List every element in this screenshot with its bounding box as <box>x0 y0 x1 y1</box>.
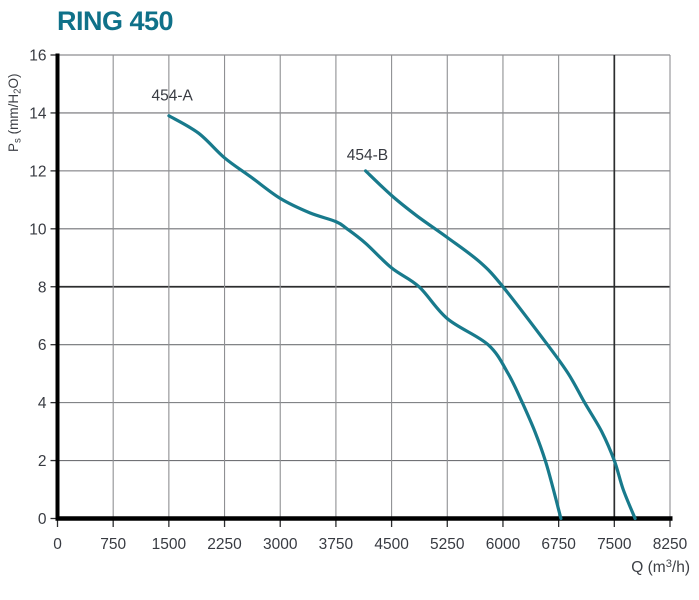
axis-label-part: /h) <box>671 559 690 577</box>
x-tick-label: 0 <box>53 536 62 553</box>
x-tick-label: 6750 <box>541 536 576 553</box>
x-axis-label: Q (m3/h) <box>0 558 690 577</box>
curve-label-454-B: 454-B <box>347 147 388 164</box>
x-tick-label: 1500 <box>152 536 187 553</box>
y-tick-label: 2 <box>38 453 47 470</box>
axis-label-part: P <box>6 142 21 152</box>
y-axis-label: Ps (mm/H2O) <box>6 73 23 152</box>
y-tick-label: 10 <box>29 221 47 238</box>
x-tick-label: 6000 <box>486 536 521 553</box>
axis-label-part: 2 <box>12 88 24 94</box>
curve-454-A <box>167 114 563 521</box>
axis-label-part: O) <box>6 73 21 89</box>
axis-label-part: Q (m <box>631 559 666 577</box>
y-tick-label: 0 <box>38 511 47 528</box>
x-tick-label: 7500 <box>597 536 632 553</box>
x-tick-label: 4500 <box>374 536 409 553</box>
x-tick-label: 2250 <box>207 536 242 553</box>
x-tick-label: 8250 <box>653 536 688 553</box>
curve-label-454-A: 454-A <box>152 88 194 105</box>
axis-label-part: 3 <box>665 558 672 570</box>
y-tick-label: 6 <box>38 337 47 354</box>
axis-label-part: (mm/H <box>6 93 21 139</box>
y-tick-label: 8 <box>38 279 47 296</box>
x-tick-label: 3750 <box>319 536 354 553</box>
y-tick-label: 12 <box>29 163 46 180</box>
axis-label-part: s <box>12 138 24 143</box>
x-tick-label: 750 <box>100 536 126 553</box>
y-tick-label: 14 <box>29 105 47 122</box>
y-tick-label: 4 <box>38 395 47 412</box>
x-tick-label: 5250 <box>430 536 465 553</box>
curve-454-B <box>364 169 637 521</box>
chart-title: RING 450 <box>57 6 174 36</box>
y-tick-label: 16 <box>29 48 46 65</box>
x-tick-label: 3000 <box>263 536 298 553</box>
